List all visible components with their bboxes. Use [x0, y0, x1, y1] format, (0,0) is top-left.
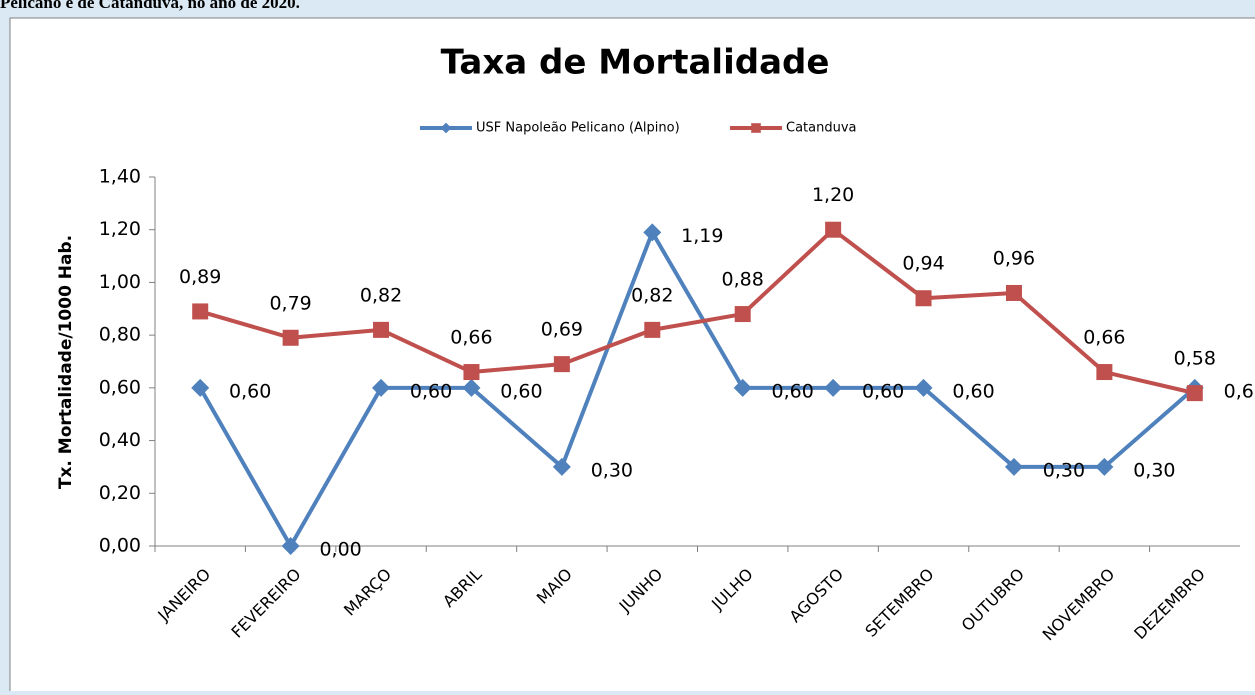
data-label: 0,60 — [1224, 380, 1255, 402]
data-point — [825, 221, 842, 238]
legend-marker — [751, 123, 761, 133]
data-point — [191, 378, 210, 397]
data-label: 0,60 — [772, 380, 814, 402]
data-label: 0,60 — [952, 380, 994, 402]
data-label: 0,69 — [541, 319, 583, 341]
y-tick-label: 1,00 — [99, 271, 141, 293]
data-label: 0,30 — [591, 459, 633, 481]
data-point — [1186, 385, 1203, 402]
y-tick-label: 0,60 — [99, 376, 141, 398]
data-label: 1,19 — [681, 225, 723, 247]
y-tick-label: 1,40 — [99, 166, 141, 188]
data-point — [733, 378, 752, 397]
data-point — [462, 378, 481, 397]
data-label: 0,60 — [862, 380, 904, 402]
data-label: 0,82 — [631, 284, 673, 306]
data-point — [552, 457, 571, 476]
data-label: 0,30 — [1043, 459, 1085, 481]
y-tick-label: 0,20 — [99, 482, 141, 504]
data-point — [373, 321, 390, 338]
data-label: 0,79 — [269, 292, 311, 314]
data-label: 0,89 — [179, 266, 221, 288]
y-tick-label: 0,40 — [99, 429, 141, 451]
data-label: 0,66 — [1083, 327, 1125, 349]
y-axis-title: Tx. Mortalidade/1000 Hab. — [56, 235, 76, 489]
data-point — [282, 329, 299, 346]
data-point — [1095, 457, 1114, 476]
caption-band — [0, 0, 1255, 18]
series-line — [198, 230, 1197, 548]
data-point — [644, 321, 661, 338]
data-label: 1,20 — [812, 184, 854, 206]
data-label: 0,82 — [360, 284, 402, 306]
caption: Pelicano e de Catanduva, no ano de 2020. — [0, 0, 300, 12]
series-line — [199, 227, 1196, 396]
data-label: 0,60 — [229, 380, 271, 402]
data-point — [281, 537, 300, 555]
data-label: 0,58 — [1174, 348, 1216, 370]
data-point — [824, 378, 843, 397]
data-point — [372, 378, 391, 397]
data-label: 0,00 — [319, 539, 361, 561]
data-point — [1096, 364, 1113, 381]
data-point — [643, 223, 662, 242]
y-tick-label: 1,20 — [99, 218, 141, 240]
data-label: 0,30 — [1133, 459, 1175, 481]
data-label: 0,66 — [450, 327, 492, 349]
data-point — [914, 378, 933, 397]
data-label: 0,88 — [722, 269, 764, 291]
y-tick-label: 0,80 — [99, 324, 141, 346]
chart-area — [9, 17, 1255, 695]
legend-label: USF Napoleão Pelicano (Alpino) — [476, 121, 680, 136]
chart-title: Taxa de Mortalidade — [441, 43, 830, 83]
data-label: 0,96 — [993, 247, 1035, 269]
y-tick-label: 0,00 — [99, 535, 141, 557]
data-label: 0,60 — [500, 380, 542, 402]
data-point — [463, 364, 480, 381]
data-point — [915, 290, 932, 307]
data-label: 0,60 — [410, 380, 452, 402]
data-point — [192, 303, 209, 320]
data-point — [1004, 457, 1023, 476]
legend-label: Catanduva — [786, 121, 857, 136]
data-point — [734, 306, 751, 323]
data-point — [1005, 284, 1022, 301]
data-label: 0,94 — [902, 253, 944, 275]
data-point — [553, 356, 570, 373]
